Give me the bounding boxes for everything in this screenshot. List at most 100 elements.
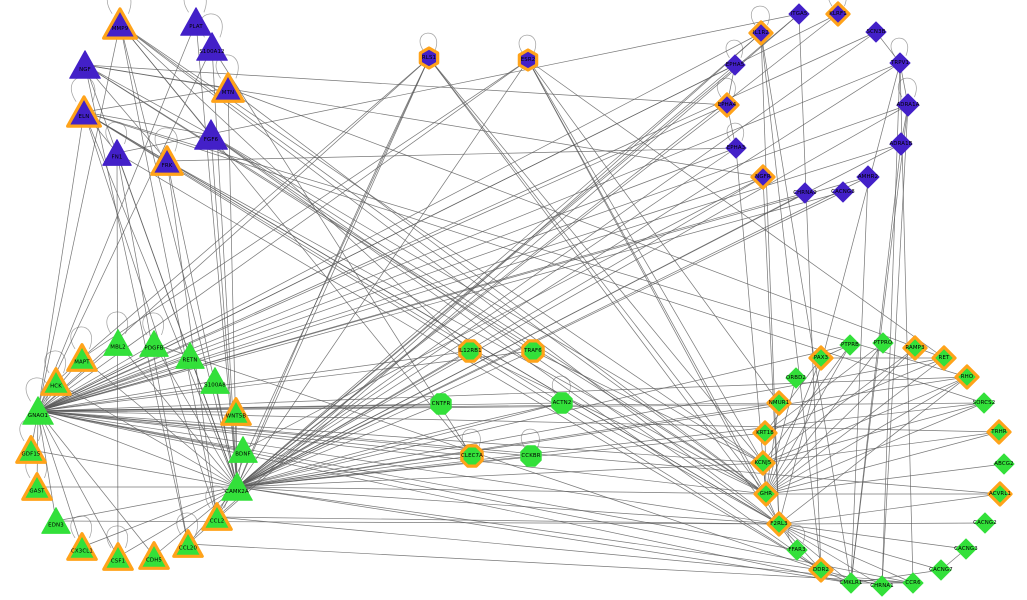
graph-node-chrna1[interactable]: CHRNA1 xyxy=(870,574,894,598)
edge xyxy=(778,376,968,525)
edge xyxy=(419,32,438,51)
graph-node-abcg2[interactable]: ABCG2 xyxy=(992,452,1016,476)
graph-node-ramp3[interactable]: RAMP3 xyxy=(902,335,928,361)
graph-node-ptpro[interactable]: PTPRO xyxy=(871,331,895,355)
graph-node-amhr2[interactable]: AMHR2 xyxy=(855,164,881,190)
edge xyxy=(236,13,839,488)
graph-node-cacng7[interactable]: CACNG7 xyxy=(929,558,953,582)
graph-node-fgf6[interactable]: FGF6 xyxy=(193,118,230,152)
graph-node-scn3b[interactable]: SCN3B xyxy=(864,20,888,44)
graph-node-trpv1[interactable]: TRPV1 xyxy=(888,51,912,75)
edge xyxy=(890,37,909,56)
edge xyxy=(37,191,844,412)
graph-node-trhr[interactable]: TRHR xyxy=(986,419,1012,445)
graph-node-cacng3[interactable]: CACNG3 xyxy=(954,537,978,561)
graph-node-csf1[interactable]: CSF1 xyxy=(102,542,134,573)
edge xyxy=(236,57,430,488)
edge xyxy=(55,381,238,488)
graph-node-mmp9[interactable]: MMP9 xyxy=(102,7,139,41)
graph-node-krt18[interactable]: KRT18 xyxy=(752,420,778,446)
edge xyxy=(187,543,914,584)
graph-node-ccl2[interactable]: CCL2 xyxy=(201,502,233,533)
edge xyxy=(236,350,534,488)
graph-node-traf6[interactable]: TRAF6 xyxy=(520,338,546,364)
graph-node-cacng8[interactable]: CACNG8 xyxy=(831,180,855,204)
graph-node-clec7a[interactable]: CLEC7A xyxy=(459,443,485,469)
graph-node-gast[interactable]: GAST xyxy=(21,472,53,503)
graph-node-fn1[interactable]: FN1 xyxy=(101,138,133,169)
edge xyxy=(117,342,238,488)
graph-node-esr2[interactable]: ESR2 xyxy=(516,48,540,72)
edge xyxy=(210,134,767,495)
edge xyxy=(428,57,764,464)
graph-node-ccl20[interactable]: CCL20 xyxy=(172,529,204,560)
graph-node-epha5[interactable]: EPHA5 xyxy=(723,53,747,77)
graph-node-f2rl3[interactable]: F2RL3 xyxy=(766,511,792,537)
graph-node-cntfr[interactable]: CNTFR xyxy=(428,391,454,417)
graph-node-il12rb1[interactable]: IL12RB1 xyxy=(457,338,483,364)
graph-node-eln[interactable]: ELN xyxy=(66,95,103,129)
graph-node-adra1b[interactable]: ADRA1B xyxy=(888,131,914,157)
edge xyxy=(37,410,914,584)
graph-node-orbd2[interactable]: ORBD2 xyxy=(784,366,808,390)
edge xyxy=(81,57,430,359)
edge xyxy=(83,87,229,113)
graph-node-ddr2[interactable]: DDR2 xyxy=(808,557,834,583)
edge xyxy=(764,342,884,434)
graph-node-ghr[interactable]: GHR xyxy=(753,481,779,507)
graph-node-il1r2[interactable]: IL1R2 xyxy=(748,20,774,46)
edge xyxy=(37,104,728,412)
graph-node-rls1[interactable]: RLS1 xyxy=(417,46,441,70)
edge xyxy=(765,377,797,495)
graph-node-gnao1[interactable]: GNAO1 xyxy=(21,395,56,427)
edge xyxy=(236,192,806,488)
graph-node-acvrl1[interactable]: ACVRL1 xyxy=(987,481,1013,507)
graph-node-sorcs2[interactable]: SORCS2 xyxy=(972,391,996,415)
graph-node-adra1a[interactable]: ADRA1A xyxy=(895,92,921,118)
graph-node-chrna9[interactable]: CHRNA9 xyxy=(793,181,817,205)
graph-node-s100a8[interactable]: S100A8 xyxy=(199,366,231,397)
graph-node-kcnj5[interactable]: KCNJ5 xyxy=(750,450,776,476)
graph-node-s100a12[interactable]: S100A12 xyxy=(195,31,230,63)
graph-node-pdgfb[interactable]: PDGFB xyxy=(138,329,170,360)
graph-node-mtn[interactable]: MTN xyxy=(211,72,246,104)
graph-node-bdnf[interactable]: BDNF xyxy=(227,435,259,466)
graph-node-ngfr[interactable]: NGFR xyxy=(750,164,776,190)
graph-node-ptprb[interactable]: PTPRB xyxy=(838,333,862,357)
edge xyxy=(142,312,164,336)
edge xyxy=(428,57,780,525)
graph-node-cckbr[interactable]: CCKBR xyxy=(518,443,544,469)
graph-node-camk2a[interactable]: CAMK2A xyxy=(220,471,255,503)
graph-node-ngf[interactable]: NGF xyxy=(68,49,103,81)
edge xyxy=(532,350,764,464)
graph-node-ffar3[interactable]: FFAR3 xyxy=(785,538,809,562)
edge xyxy=(37,350,471,412)
graph-node-actn2[interactable]: ACTN2 xyxy=(549,390,575,416)
graph-node-pax3[interactable]: PAX3 xyxy=(808,345,834,371)
edge xyxy=(778,523,967,550)
edge xyxy=(37,147,737,412)
edge xyxy=(236,32,762,488)
graph-node-nmur1[interactable]: NMUR1 xyxy=(766,390,792,416)
graph-node-epha3[interactable]: EPHA3 xyxy=(724,136,748,160)
edge xyxy=(527,59,764,464)
graph-node-epha4[interactable]: EPHA4 xyxy=(714,92,740,118)
graph-node-cmklr1[interactable]: CMKLR1 xyxy=(839,571,863,595)
graph-node-cx3cl1[interactable]: CX3CL1 xyxy=(66,532,98,563)
edge xyxy=(236,104,728,488)
graph-node-mbl2[interactable]: MBL2 xyxy=(102,328,134,359)
graph-node-frk[interactable]: FRK xyxy=(150,145,185,177)
graph-node-cacng2[interactable]: CACNG2 xyxy=(973,511,997,535)
edge xyxy=(236,455,532,488)
graph-node-wnt5b[interactable]: WNT5B xyxy=(220,397,252,428)
graph-node-gdf15[interactable]: GDF15 xyxy=(15,435,47,466)
graph-node-ccr6[interactable]: CCR6 xyxy=(901,571,925,595)
graph-node-cdh5[interactable]: CDH5 xyxy=(138,541,170,572)
graph-node-rho[interactable]: RHO xyxy=(954,364,980,390)
graph-node-itga5[interactable]: ITGA5 xyxy=(787,2,811,26)
graph-node-hck[interactable]: HCK xyxy=(40,367,72,398)
edge xyxy=(778,523,942,571)
edge xyxy=(37,410,119,558)
graph-node-klrf1[interactable]: KLRF1 xyxy=(825,1,851,27)
